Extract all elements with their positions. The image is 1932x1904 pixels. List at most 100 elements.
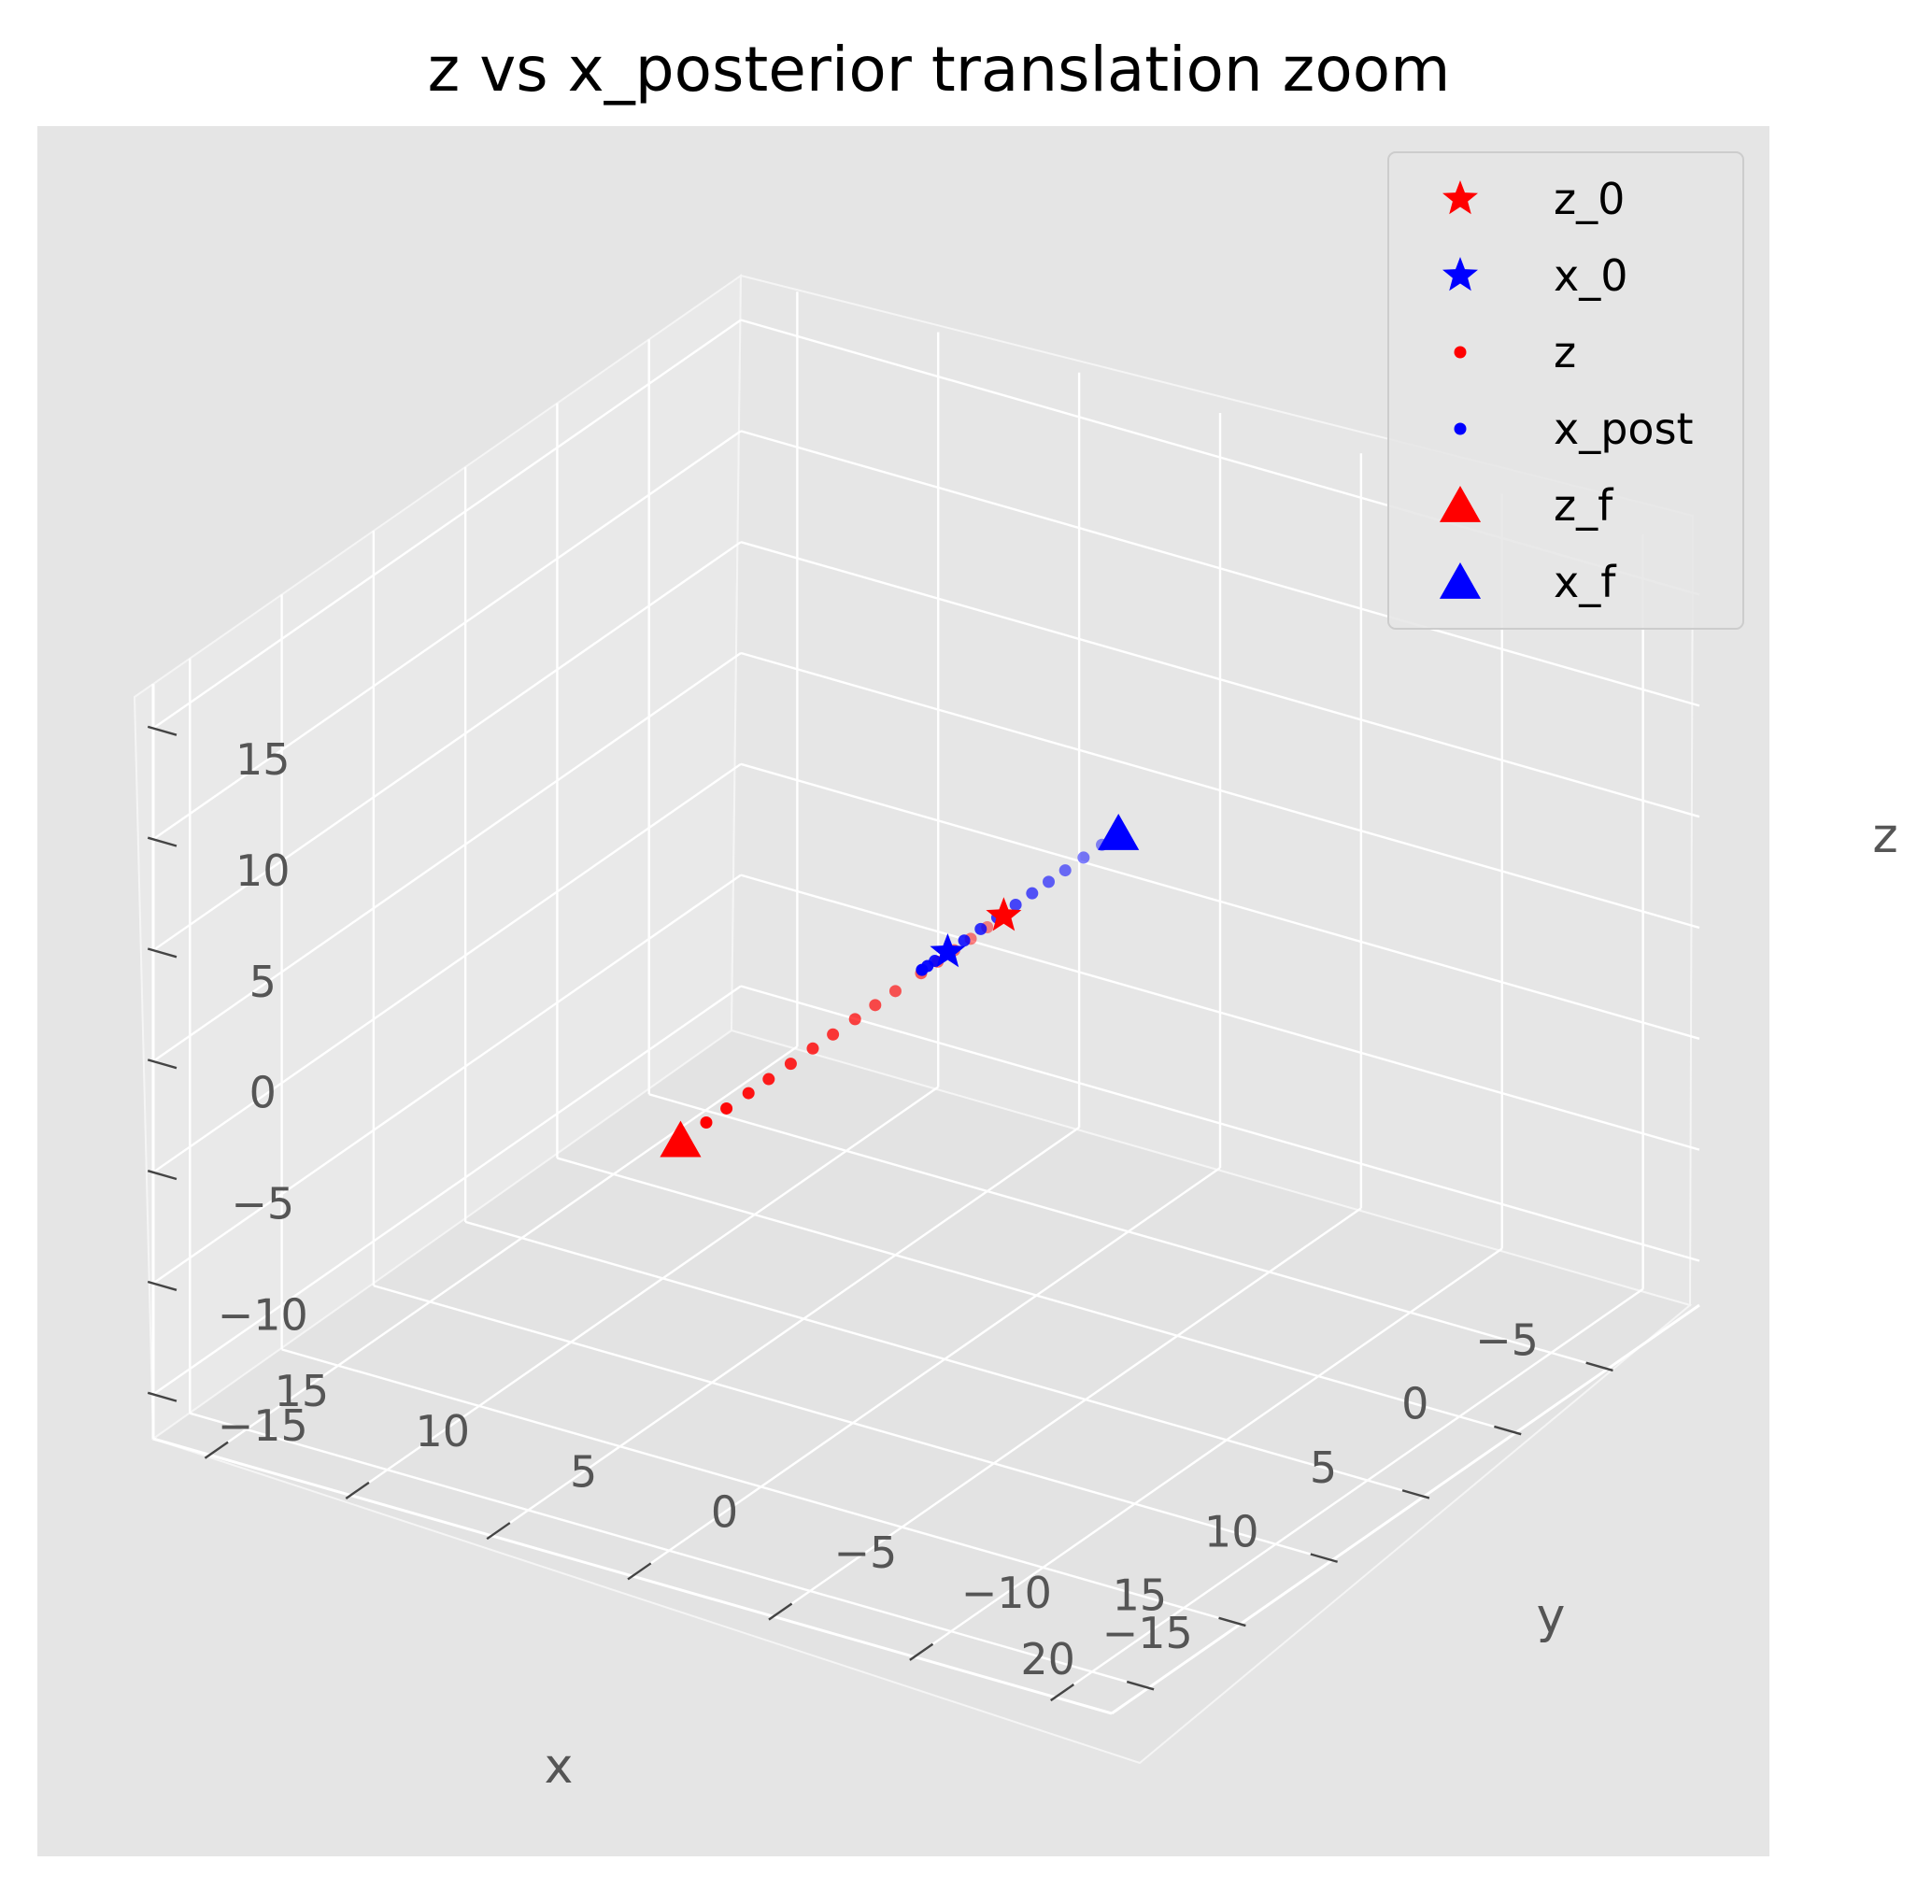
z-point bbox=[720, 1101, 733, 1115]
z-tick-mark bbox=[147, 947, 178, 959]
y-tick-mark bbox=[909, 1642, 934, 1661]
tick-marks bbox=[147, 725, 1613, 1702]
x-tick-label: 10 bbox=[1204, 1506, 1259, 1556]
y-tick-mark bbox=[1050, 1684, 1075, 1702]
x-tick-mark bbox=[1585, 1361, 1613, 1372]
chart-title: z vs x_posterior translation zoom bbox=[428, 34, 1451, 106]
grid-line-y-floor bbox=[632, 1167, 1221, 1577]
x-tick-label: 15 bbox=[1113, 1570, 1168, 1621]
z-0-point bbox=[986, 897, 1022, 931]
grid-line-y-floor bbox=[490, 1126, 1080, 1537]
z-tick-mark bbox=[147, 725, 178, 736]
legend-marker-x-f bbox=[1439, 562, 1482, 599]
x-tick-mark bbox=[1218, 1616, 1246, 1627]
z-point bbox=[742, 1087, 755, 1100]
legend-label-x-f: x_f bbox=[1554, 557, 1617, 607]
z-point bbox=[700, 1115, 713, 1129]
grid-line-z-left bbox=[740, 541, 1700, 818]
data-points bbox=[660, 813, 1140, 1158]
legend: z_0 x_0z x_post z_f x_f bbox=[1387, 151, 1744, 630]
grid-line-z-back bbox=[152, 430, 742, 841]
y-tick-mark bbox=[204, 1441, 229, 1459]
grid-line-z-left bbox=[740, 874, 1700, 1151]
legend-label-z-0: z_0 bbox=[1554, 174, 1625, 224]
legend-marker-z-0 bbox=[1442, 180, 1478, 215]
x-post-point bbox=[974, 922, 987, 935]
x-post-point bbox=[958, 934, 971, 947]
z-point bbox=[806, 1042, 819, 1055]
x-post-point bbox=[1058, 864, 1072, 877]
z-tick-label: −10 bbox=[218, 1289, 308, 1340]
legend-label-z-f: z_f bbox=[1554, 480, 1614, 531]
grid-line-z-back bbox=[152, 874, 742, 1285]
grid-line-z-back bbox=[152, 541, 742, 952]
x-tick-label: 0 bbox=[1401, 1379, 1428, 1429]
y-tick-mark bbox=[768, 1602, 793, 1621]
z-tick-mark bbox=[147, 836, 178, 847]
z-tick-mark bbox=[147, 1170, 178, 1181]
grid-line-y-floor bbox=[349, 1086, 939, 1497]
x-tick-mark bbox=[1310, 1553, 1338, 1563]
x-post-point bbox=[1026, 887, 1039, 900]
x-post-point bbox=[1009, 898, 1022, 911]
y-tick-label: −10 bbox=[961, 1568, 1052, 1618]
y-tick-label: 15 bbox=[275, 1366, 330, 1416]
z-tick-label: 0 bbox=[249, 1068, 277, 1118]
grid-line-y-floor bbox=[208, 1045, 799, 1456]
z-point bbox=[762, 1073, 775, 1086]
legend-label-x-0: x_0 bbox=[1554, 250, 1628, 301]
x-axis-line bbox=[1111, 1303, 1700, 1715]
z-point bbox=[827, 1028, 840, 1041]
x-tick-mark bbox=[1126, 1680, 1155, 1691]
x-tick-label: 20 bbox=[1020, 1634, 1075, 1684]
z-tick-mark bbox=[147, 1391, 178, 1402]
y-tick-label: 10 bbox=[416, 1406, 471, 1456]
grid-line-y-floor bbox=[773, 1207, 1362, 1618]
y-tick-mark bbox=[345, 1481, 370, 1499]
legend-label-z: z bbox=[1554, 327, 1576, 377]
z-tick-label: 15 bbox=[235, 734, 291, 785]
legend-label-x-post: x_post bbox=[1554, 404, 1694, 454]
x-axis-label: x bbox=[545, 1739, 574, 1795]
y-tick-mark bbox=[627, 1562, 652, 1581]
y-tick-label: 0 bbox=[711, 1487, 738, 1538]
y-tick-label: −15 bbox=[1102, 1608, 1193, 1658]
grid-line-z-back bbox=[152, 762, 742, 1173]
z-point bbox=[784, 1058, 797, 1071]
grid-line-y-floor bbox=[1054, 1287, 1644, 1698]
z-tick-mark bbox=[147, 1059, 178, 1070]
x-post-point bbox=[916, 963, 929, 976]
y-tick-label: 5 bbox=[570, 1446, 597, 1497]
x-post-point bbox=[1043, 875, 1056, 888]
y-axis-label: y bbox=[1537, 1588, 1566, 1644]
legend-marker-z-f bbox=[1439, 486, 1482, 522]
legend-items: z_0 x_0z x_post z_f x_f bbox=[1439, 174, 1694, 607]
x-f-point bbox=[1098, 813, 1140, 850]
grid-line-z-left bbox=[740, 762, 1700, 1040]
z-tick-label: 5 bbox=[249, 957, 277, 1007]
z-tick-label: −15 bbox=[218, 1400, 308, 1451]
x-tick-label: −5 bbox=[1475, 1314, 1539, 1365]
z-tick-label: −5 bbox=[231, 1178, 294, 1229]
grid-line-z-back bbox=[152, 985, 742, 1396]
legend-box bbox=[1387, 151, 1744, 630]
x-0-point bbox=[930, 933, 966, 968]
grid-line-z-left bbox=[740, 985, 1700, 1262]
y-tick-label: −5 bbox=[834, 1527, 898, 1578]
grid-lines bbox=[152, 291, 1700, 1698]
grid-line-z-back bbox=[152, 652, 742, 1062]
grid-line-z-back bbox=[152, 319, 742, 730]
y-tick-mark bbox=[486, 1522, 511, 1541]
x-post-point bbox=[1077, 851, 1090, 864]
z-tick-mark bbox=[147, 1280, 178, 1291]
x-tick-mark bbox=[1401, 1489, 1430, 1499]
z-axis-label: z bbox=[1872, 808, 1897, 864]
grid-line-y-floor bbox=[914, 1247, 1503, 1658]
z-f-point bbox=[660, 1120, 702, 1158]
grid-line-z-left bbox=[740, 651, 1700, 930]
grid-line-z-left bbox=[740, 430, 1700, 707]
z-point bbox=[888, 985, 902, 998]
z-point bbox=[848, 1013, 861, 1026]
